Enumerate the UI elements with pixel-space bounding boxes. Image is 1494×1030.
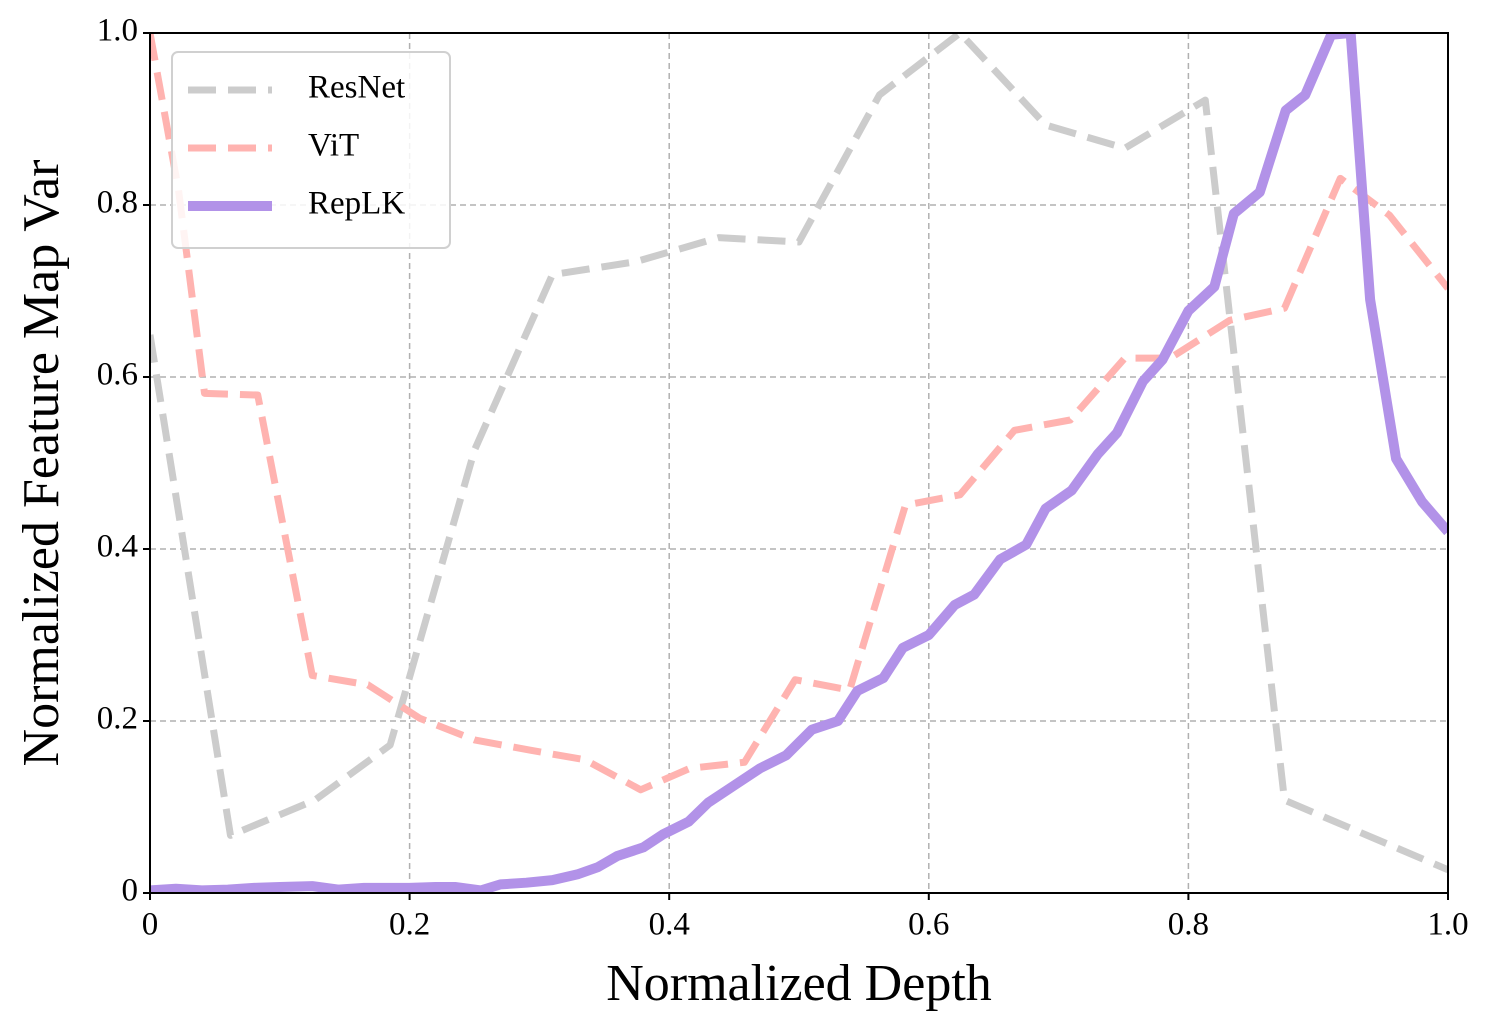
y-tick-label: 0.2	[97, 701, 138, 737]
series-line	[150, 33, 1448, 874]
y-tick-label: 0	[122, 873, 139, 909]
legend-label: ResNet	[308, 70, 405, 106]
y-tick-label: 0.8	[97, 185, 138, 221]
series-line	[150, 33, 1448, 794]
lines	[150, 33, 1448, 893]
x-tick-label: 0.4	[649, 907, 690, 943]
legend-label: ViT	[308, 128, 359, 164]
x-tick-label: 0.6	[908, 907, 949, 943]
y-tick-label: 1.0	[97, 13, 138, 49]
plot-frame	[149, 32, 1449, 894]
legend: ResNet ViT RepLK	[171, 51, 451, 249]
legend-label: RepLK	[308, 186, 405, 222]
x-tick-label: 0.2	[389, 907, 430, 943]
series-line	[150, 33, 1448, 893]
x-axis-label: Normalized Depth	[606, 955, 992, 1012]
ticks: 0 0.2 0.4 0.6 0.8 1.0 0 0.2 0.4 0.6 0.8 1.0	[97, 13, 1469, 943]
y-tick-label: 0.4	[97, 529, 138, 565]
x-tick-label: 1.0	[1427, 907, 1468, 943]
legend-box	[171, 51, 451, 249]
y-axis-label: Normalized Feature Map Var	[13, 160, 70, 767]
y-tick-label: 0.6	[97, 357, 138, 393]
x-tick-label: 0.8	[1168, 907, 1209, 943]
x-tick-label: 0	[142, 907, 159, 943]
